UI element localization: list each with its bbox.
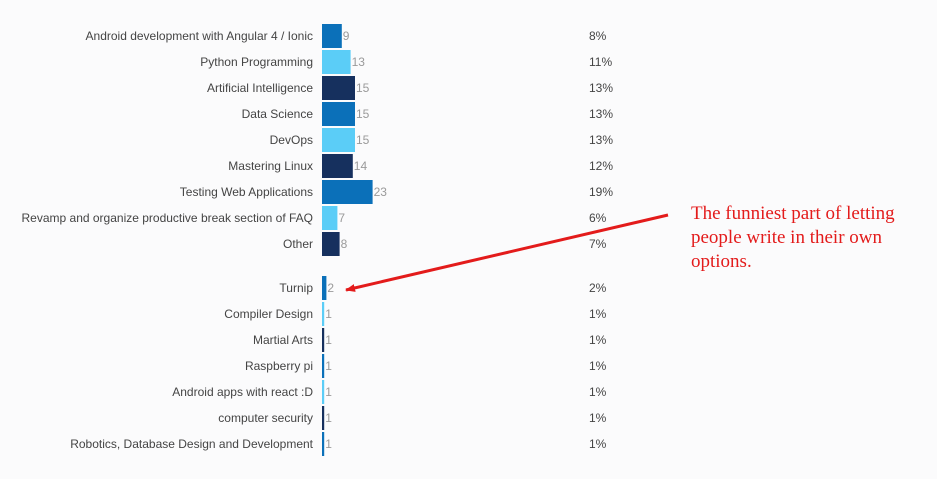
value-label: 15 xyxy=(356,81,370,95)
percent-label: 1% xyxy=(589,411,607,425)
percent-label: 13% xyxy=(589,133,613,147)
value-label: 15 xyxy=(356,133,370,147)
bar xyxy=(322,154,353,178)
percent-label: 7% xyxy=(589,237,607,251)
bar xyxy=(322,50,351,74)
bar xyxy=(322,354,325,378)
percent-label: 1% xyxy=(589,359,607,373)
category-label: Robotics, Database Design and Developmen… xyxy=(70,437,313,451)
value-label: 7 xyxy=(338,211,345,225)
value-label: 1 xyxy=(325,437,332,451)
value-label: 1 xyxy=(325,411,332,425)
category-label: Raspberry pi xyxy=(245,359,313,373)
category-label: Testing Web Applications xyxy=(180,185,313,199)
bar xyxy=(322,180,373,204)
category-label: Python Programming xyxy=(200,55,313,69)
bar xyxy=(322,232,340,256)
percent-label: 13% xyxy=(589,107,613,121)
percent-label: 6% xyxy=(589,211,607,225)
value-label: 1 xyxy=(325,307,332,321)
category-label: Revamp and organize productive break sec… xyxy=(22,211,314,225)
value-label: 1 xyxy=(325,385,332,399)
bar xyxy=(322,24,342,48)
value-label: 9 xyxy=(343,29,350,43)
category-label: Mastering Linux xyxy=(228,159,313,173)
category-label: Artificial Intelligence xyxy=(207,81,313,95)
bar xyxy=(322,406,325,430)
category-label: Compiler Design xyxy=(224,307,313,321)
category-label: DevOps xyxy=(270,133,313,147)
bar xyxy=(322,76,355,100)
bar xyxy=(322,206,338,230)
percent-label: 12% xyxy=(589,159,613,173)
value-label: 1 xyxy=(325,333,332,347)
bar xyxy=(322,302,325,326)
bar xyxy=(322,102,355,126)
category-label: Other xyxy=(283,237,313,251)
category-label: Data Science xyxy=(242,107,314,121)
percent-label: 1% xyxy=(589,385,607,399)
value-label: 15 xyxy=(356,107,370,121)
chart-rows: Android development with Angular 4 / Ion… xyxy=(22,24,613,456)
percent-label: 19% xyxy=(589,185,613,199)
value-label: 1 xyxy=(325,359,332,373)
annotation-text: The funniest part of letting people writ… xyxy=(691,203,895,272)
value-label: 13 xyxy=(352,55,366,69)
bar xyxy=(322,128,355,152)
percent-label: 1% xyxy=(589,437,607,451)
percent-label: 8% xyxy=(589,29,607,43)
percent-label: 1% xyxy=(589,333,607,347)
bar xyxy=(322,432,325,456)
value-label: 23 xyxy=(374,185,388,199)
category-label: Turnip xyxy=(279,281,313,295)
category-label: computer security xyxy=(218,411,313,425)
value-label: 14 xyxy=(354,159,368,173)
value-label: 8 xyxy=(341,237,348,251)
value-label: 2 xyxy=(327,281,334,295)
bar xyxy=(322,276,327,300)
percent-label: 1% xyxy=(589,307,607,321)
percent-label: 2% xyxy=(589,281,607,295)
category-label: Android apps with react :D xyxy=(172,385,313,399)
percent-label: 13% xyxy=(589,81,613,95)
bar xyxy=(322,328,325,352)
category-label: Martial Arts xyxy=(253,333,313,347)
annotation-arrow xyxy=(345,213,669,292)
percent-label: 11% xyxy=(589,55,612,69)
bar xyxy=(322,380,325,404)
category-label: Android development with Angular 4 / Ion… xyxy=(86,29,313,43)
